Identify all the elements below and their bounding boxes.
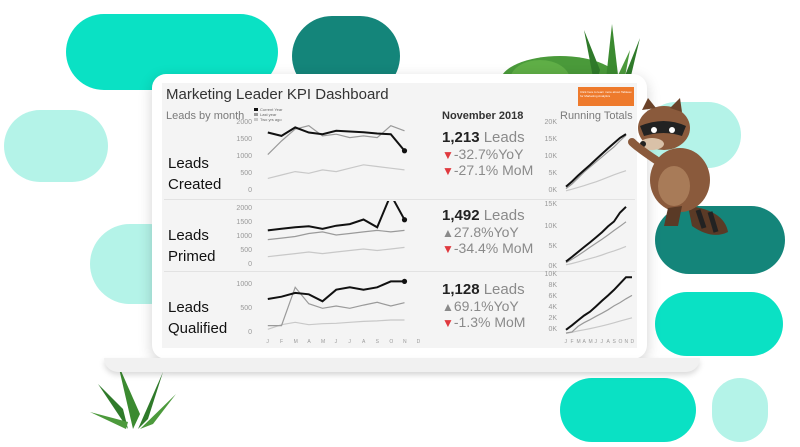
series-line-0 bbox=[565, 206, 627, 263]
legend: Current Year Last year Two yrs ago bbox=[254, 107, 282, 122]
month-tick-label: F bbox=[570, 339, 574, 345]
leads-by-month-header: Leads by month bbox=[166, 110, 245, 122]
series-line-2 bbox=[565, 245, 627, 266]
series-line-1 bbox=[565, 134, 627, 190]
month-tick-label: O bbox=[618, 339, 623, 345]
kpi-value: 1,128 bbox=[442, 281, 480, 298]
row-label-leads-created: Leads Created bbox=[168, 155, 222, 193]
month-tick-label: A bbox=[307, 339, 311, 345]
chart-leads-primed-running bbox=[565, 206, 627, 266]
kpi-mom: -27.1% MoM bbox=[453, 162, 534, 178]
month-tick-label: J bbox=[334, 339, 338, 345]
deco-pill-teal-bottom bbox=[560, 378, 696, 442]
raccoon-mascot-icon bbox=[628, 98, 728, 235]
current-month-point bbox=[401, 278, 408, 284]
series-line-1 bbox=[267, 286, 405, 327]
dashboard-screen: Marketing Leader KPI Dashboard Click her… bbox=[162, 83, 637, 348]
kpi-yoy: -32.7%YoY bbox=[453, 146, 524, 162]
row-divider bbox=[164, 199, 635, 200]
month-tick-label: A bbox=[362, 339, 366, 345]
month-tick-label: S bbox=[375, 339, 379, 345]
month-tick-label: J bbox=[564, 339, 568, 345]
kpi-unit: Leads bbox=[483, 129, 525, 146]
series-line-2 bbox=[267, 246, 405, 258]
series-line-2 bbox=[565, 170, 627, 192]
month-tick-label: N bbox=[403, 339, 407, 345]
row-divider bbox=[164, 271, 635, 272]
chart-leads-qualified-monthly bbox=[267, 278, 408, 330]
series-line-0 bbox=[565, 276, 632, 331]
kpi-mom: -1.3% MoM bbox=[453, 314, 526, 330]
month-tick-label: M bbox=[576, 339, 581, 345]
series-line-1 bbox=[565, 294, 633, 334]
kpi-unit: Leads bbox=[483, 281, 525, 298]
month-tick-label: F bbox=[280, 339, 284, 345]
kpi-yoy: 27.8%YoY bbox=[453, 224, 519, 240]
chart-leads-primed-monthly bbox=[267, 201, 408, 258]
chart-leads-created-running bbox=[565, 133, 627, 192]
legend-item: Current Year bbox=[254, 107, 282, 112]
series-line-2 bbox=[565, 317, 633, 334]
deco-pill-mint-left bbox=[4, 110, 108, 182]
deco-pill-mint-bottom bbox=[712, 378, 768, 442]
triangle-up-icon: ▲ bbox=[442, 226, 454, 240]
month-tick-label: O bbox=[389, 339, 394, 345]
series-line-2 bbox=[267, 164, 405, 179]
leaf-plant-bottom-icon bbox=[90, 364, 176, 429]
month-tick-label: A bbox=[582, 339, 586, 345]
chart-leads-created-monthly bbox=[267, 125, 408, 179]
series-line-0 bbox=[267, 201, 406, 232]
chart-leads-qualified-running bbox=[565, 276, 633, 334]
month-tick-label: M bbox=[321, 339, 326, 345]
month-tick-label: N bbox=[624, 339, 629, 345]
row-label-leads-qualified: Leads Qualified bbox=[168, 299, 228, 337]
triangle-down-icon: ▼ bbox=[442, 316, 454, 330]
series-line-0 bbox=[267, 126, 406, 152]
month-tick-label: J bbox=[348, 339, 351, 345]
triangle-up-icon: ▲ bbox=[442, 300, 454, 314]
laptop-base bbox=[104, 358, 700, 372]
month-tick-label: M bbox=[588, 339, 593, 345]
series-line-0 bbox=[565, 133, 627, 188]
month-tick-label: S bbox=[612, 339, 616, 345]
month-tick-label: M bbox=[293, 339, 298, 345]
laptop-frame: Marketing Leader KPI Dashboard Click her… bbox=[152, 74, 647, 359]
deco-pill-teal-right bbox=[655, 292, 783, 356]
running-totals-header: Running Totals bbox=[560, 110, 633, 122]
month-tick-label: J bbox=[594, 339, 598, 345]
triangle-down-icon: ▼ bbox=[442, 164, 454, 178]
legend-item: Last year bbox=[254, 112, 282, 117]
triangle-down-icon: ▼ bbox=[442, 242, 454, 256]
kpi-leads-primed: 1,492 Leads ▲27.8%YoY ▼-34.4% MoM bbox=[442, 207, 533, 256]
dashboard-title: Marketing Leader KPI Dashboard bbox=[166, 86, 389, 103]
month-tick-label: A bbox=[606, 339, 610, 345]
kpi-leads-created: 1,213 Leads ▼-32.7%YoY ▼-27.1% MoM bbox=[442, 129, 533, 178]
kpi-leads-qualified: 1,128 Leads ▲69.1%YoY ▼-1.3% MoM bbox=[442, 281, 525, 330]
info-button[interactable]: Click here to learn more about Tableau f… bbox=[578, 87, 634, 106]
kpi-value: 1,213 bbox=[442, 129, 480, 146]
series-line-1 bbox=[565, 221, 627, 264]
series-line-1 bbox=[267, 229, 405, 241]
current-month-point bbox=[401, 148, 408, 154]
kpi-yoy: 69.1%YoY bbox=[453, 298, 519, 314]
month-tick-label: J bbox=[266, 339, 269, 345]
month-tick-label: D bbox=[416, 339, 421, 345]
kpi-unit: Leads bbox=[483, 207, 525, 224]
kpi-mom: -34.4% MoM bbox=[453, 240, 534, 256]
row-label-leads-primed: Leads Primed bbox=[168, 227, 216, 265]
kpi-value: 1,492 bbox=[442, 207, 480, 224]
triangle-down-icon: ▼ bbox=[442, 148, 454, 162]
current-month-point bbox=[401, 217, 408, 223]
series-line-0 bbox=[267, 280, 405, 303]
month-header: November 2018 bbox=[442, 110, 524, 122]
legend-item: Two yrs ago bbox=[254, 117, 282, 122]
month-tick-label: D bbox=[630, 339, 635, 345]
month-tick-label: J bbox=[600, 339, 604, 345]
series-line-2 bbox=[267, 319, 405, 330]
